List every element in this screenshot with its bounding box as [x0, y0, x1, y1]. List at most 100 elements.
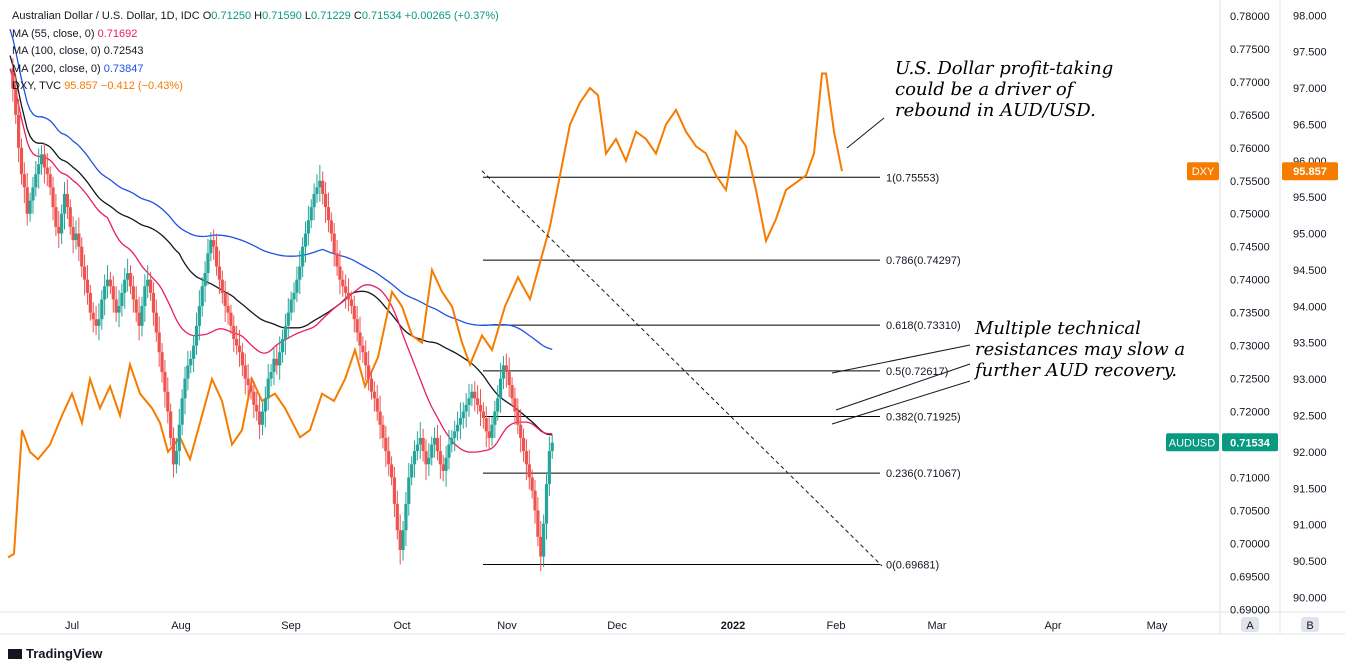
audusd-candle: [226, 306, 230, 313]
dxy-tick-label: 95.500: [1293, 192, 1327, 204]
audusd-tag-label: AUDUSD: [1169, 437, 1216, 449]
auto-scale-label: A: [1246, 620, 1254, 632]
legend-dxy-row[interactable]: DXY, TVC 95.857 −0.412 (−0.43%): [12, 78, 499, 96]
audusd-candle: [496, 398, 500, 412]
audusd-candle: [369, 378, 374, 392]
dxy-tick-label: 96.500: [1293, 119, 1327, 131]
audusd-candle: [25, 187, 29, 214]
time-tick-label: Oct: [393, 620, 410, 632]
audusd-candle: [146, 279, 150, 287]
audusd-candle: [395, 503, 399, 531]
tradingview-branding[interactable]: TradingView: [8, 646, 102, 661]
audusd-candle: [194, 325, 199, 346]
audusd-candle: [484, 418, 488, 432]
audusd-candle: [378, 411, 382, 425]
ohlc-close-label: C: [353, 10, 362, 22]
downtrend-line: [481, 170, 883, 567]
legend-ma55-row[interactable]: MA (55, close, 0) 0.71692: [12, 26, 499, 44]
usd-pointer-line: [846, 117, 885, 149]
audusd-candle: [401, 530, 405, 551]
audusd-candle: [91, 312, 95, 320]
resistance-annotation-line: further AUD recovery.: [975, 360, 1178, 381]
audusd-candle: [255, 404, 259, 412]
fib-level-label: 0.618(0.73310): [886, 320, 961, 332]
audusd-candle: [332, 233, 336, 254]
audusd-candle: [533, 490, 537, 511]
time-tick-label: 2022: [721, 620, 745, 632]
ma100-line: [9, 55, 553, 436]
fib-level-label: 0.236(0.71067): [886, 468, 961, 480]
fib-level-label: 1(0.75553): [886, 172, 939, 184]
resistance-annotation-line: resistances may slow a: [975, 339, 1186, 360]
dxy-tick-label: 92.000: [1293, 447, 1327, 459]
audusd-candle: [292, 292, 296, 300]
audusd-candle: [65, 193, 69, 208]
dxy-tick-label: 98.000: [1293, 10, 1327, 22]
dxy-tick-label: 92.500: [1293, 411, 1327, 423]
audusd-candle: [232, 325, 236, 340]
time-tick-label: Sep: [281, 620, 301, 632]
audusd-candle: [266, 378, 270, 399]
audusd-candle: [103, 286, 107, 300]
audusd-candle: [283, 325, 288, 340]
audusd-candle: [77, 233, 81, 247]
audusd-candle: [473, 391, 477, 399]
audusd-candle: [203, 273, 207, 287]
audusd-tag: [1166, 433, 1219, 452]
ma100-label: MA (100, close, 0): [12, 45, 101, 58]
audusd-candle: [240, 352, 244, 366]
audusd-candle: [315, 187, 319, 194]
audusd-candle: [504, 365, 508, 372]
audusd-candle: [220, 279, 224, 293]
dxy-tick-label: 95.000: [1293, 229, 1327, 241]
audusd-candle: [467, 398, 471, 405]
audusd-candle: [524, 451, 529, 465]
price-badges: DXY 95.857 AUDUSD 0.71534: [1166, 162, 1338, 452]
branding-text: TradingView: [26, 646, 103, 661]
audusd-candle: [134, 299, 138, 313]
audusd-candle: [421, 437, 425, 452]
dxy-price-label: 95.857: [1293, 166, 1327, 178]
dxy-tick-label: 97.500: [1293, 47, 1327, 59]
audusd-candle: [542, 523, 546, 557]
fibonacci-retracement[interactable]: 1(0.75553) 0.786(0.74297) 0.618(0.73310) 0.…: [483, 172, 961, 571]
audusd-candle: [352, 306, 356, 320]
resistance-annotation-line: Multiple technical: [975, 318, 1141, 339]
audusd-candle: [160, 352, 164, 372]
price-tick-label: 0.69500: [1230, 571, 1270, 583]
dxy-scale-button[interactable]: [1301, 617, 1319, 632]
auto-scale-button[interactable]: [1241, 617, 1259, 632]
price-tick-label: 0.70500: [1230, 505, 1270, 517]
dxy-tick-label: 91.000: [1293, 520, 1327, 532]
audusd-candle: [470, 391, 474, 399]
legend-main-row[interactable]: Australian Dollar / U.S. Dollar, 1D, IDC…: [12, 8, 499, 26]
audusd-candle: [22, 174, 26, 188]
price-tick-label: 0.73500: [1230, 308, 1270, 320]
audusd-candle: [341, 279, 345, 287]
audusd-candle: [260, 411, 265, 425]
audusd-candle: [183, 378, 187, 399]
audusd-candle: [435, 437, 440, 452]
ma200-line: [9, 28, 553, 351]
price-tick-label: 0.69000: [1230, 604, 1270, 616]
audusd-candle: [392, 477, 397, 504]
audusd-candle: [128, 273, 133, 287]
audusd-candle: [82, 266, 87, 280]
audusd-candle: [189, 358, 193, 366]
audusd-candle: [214, 246, 219, 267]
audusd-candle: [180, 398, 184, 425]
audusd-candle: [381, 424, 385, 438]
audusd-candle: [263, 398, 267, 412]
audusd-candle: [430, 444, 434, 458]
legend-ma100-row[interactable]: MA (100, close, 0) 0.72543: [12, 43, 499, 61]
audusd-candle: [513, 398, 517, 412]
legend-ma200-row[interactable]: MA (200, close, 0) 0.73847: [12, 61, 499, 79]
audusd-candle: [120, 292, 124, 307]
audusd-candle: [269, 371, 273, 379]
audusd-candle: [223, 292, 227, 307]
audusd-candle: [272, 358, 276, 372]
audusd-candle: [298, 266, 302, 280]
audusd-candle: [280, 339, 285, 353]
dxy-tick-label: 90.000: [1293, 592, 1327, 604]
